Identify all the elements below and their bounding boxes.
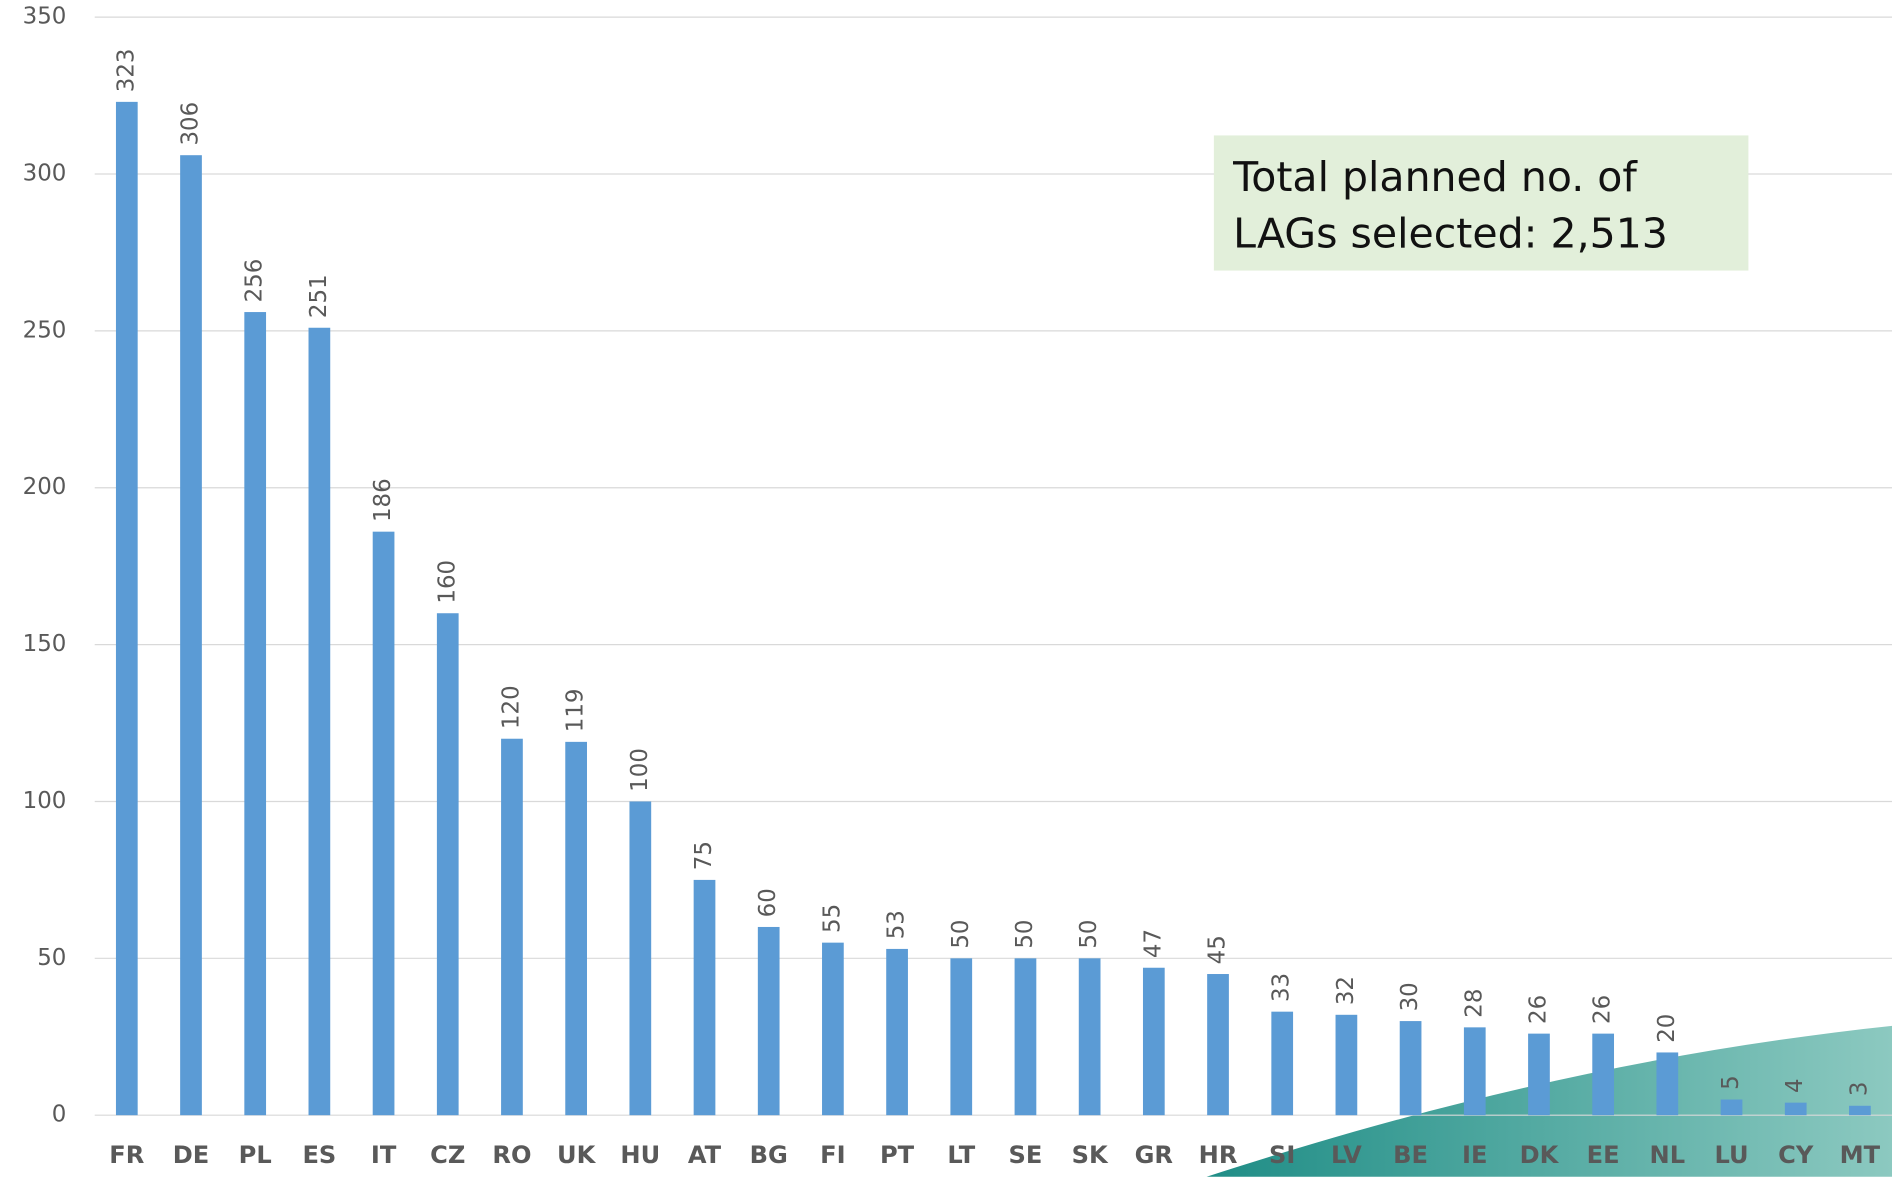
value-label: 45 <box>1205 935 1231 964</box>
bar <box>565 741 587 1116</box>
bar <box>1142 967 1165 1116</box>
x-tick-label: PT <box>880 1141 915 1169</box>
x-tick-label: LT <box>947 1141 975 1169</box>
bar <box>950 958 973 1116</box>
x-tick-label: DK <box>1520 1141 1560 1169</box>
bar <box>1078 958 1101 1116</box>
value-label: 256 <box>242 259 268 303</box>
bar <box>757 926 780 1116</box>
value-label: 160 <box>434 560 460 604</box>
x-tick-label: PL <box>239 1141 272 1169</box>
bar <box>1656 1052 1679 1116</box>
value-label: 5 <box>1718 1075 1744 1090</box>
value-label: 30 <box>1397 982 1423 1011</box>
y-tick-label: 250 <box>23 317 67 343</box>
bar <box>1335 1014 1358 1116</box>
bar <box>115 101 138 1116</box>
x-tick-label: SI <box>1269 1141 1295 1169</box>
value-label: 323 <box>113 48 139 92</box>
value-label: 306 <box>178 102 204 146</box>
x-tick-label: IE <box>1462 1141 1487 1169</box>
bar <box>436 613 459 1116</box>
value-label: 60 <box>755 888 781 917</box>
bar <box>1528 1033 1550 1116</box>
bar <box>1014 958 1037 1116</box>
x-tick-label: BG <box>750 1141 788 1169</box>
value-label: 120 <box>498 685 524 729</box>
plot-area: 050100150200250300350FR323DE306PL256ES25… <box>23 4 1892 1169</box>
y-tick-label: 100 <box>23 788 67 814</box>
value-label: 53 <box>884 910 910 939</box>
x-tick-label: CY <box>1778 1141 1814 1169</box>
bar <box>1592 1033 1615 1116</box>
value-label: 26 <box>1590 995 1616 1024</box>
value-label: 33 <box>1269 973 1295 1002</box>
x-tick-label: SE <box>1009 1141 1043 1169</box>
y-tick-label: 150 <box>23 631 67 657</box>
x-tick-label: AT <box>688 1141 722 1169</box>
value-label: 32 <box>1333 976 1359 1005</box>
x-tick-label: RO <box>492 1141 531 1169</box>
x-tick-label: FI <box>820 1141 845 1169</box>
x-tick-label: LV <box>1331 1141 1362 1169</box>
bar <box>1399 1021 1422 1116</box>
x-tick-label: HU <box>620 1141 660 1169</box>
value-label: 186 <box>370 478 396 522</box>
x-tick-label: CZ <box>430 1141 465 1169</box>
bar <box>308 327 331 1116</box>
bar <box>629 801 652 1116</box>
annotation-box <box>1213 135 1749 271</box>
x-tick-label: UK <box>557 1141 597 1169</box>
value-label: 4 <box>1782 1078 1808 1093</box>
x-tick-label: DE <box>173 1141 210 1169</box>
x-tick-label: MT <box>1840 1141 1881 1169</box>
x-tick-label: SK <box>1072 1141 1109 1169</box>
annotation-line: LAGs selected: 2,513 <box>1233 210 1668 258</box>
bar <box>180 155 202 1116</box>
value-label: 26 <box>1525 995 1551 1024</box>
value-label: 20 <box>1654 1014 1680 1043</box>
annotation-line: Total planned no. of <box>1232 153 1638 201</box>
value-label: 47 <box>1140 929 1166 958</box>
x-tick-label: IT <box>371 1141 397 1169</box>
bar <box>1271 1011 1294 1116</box>
value-label: 3 <box>1846 1082 1872 1097</box>
bar <box>886 948 908 1116</box>
value-label: 28 <box>1461 989 1487 1018</box>
x-tick-label: FR <box>109 1141 144 1169</box>
value-label: 75 <box>691 841 717 870</box>
bar <box>1463 1027 1486 1116</box>
y-tick-label: 300 <box>23 161 67 187</box>
bar <box>693 879 716 1116</box>
value-label: 100 <box>627 748 653 792</box>
bar <box>1207 974 1229 1116</box>
value-label: 50 <box>1076 920 1102 949</box>
x-tick-label: HR <box>1199 1141 1238 1169</box>
bar <box>822 942 844 1116</box>
value-label: 50 <box>1012 920 1038 949</box>
y-tick-label: 0 <box>52 1102 67 1128</box>
value-label: 50 <box>948 920 974 949</box>
bar <box>244 312 267 1116</box>
bar <box>501 738 523 1116</box>
x-tick-label: LU <box>1714 1141 1748 1169</box>
x-tick-label: ES <box>302 1141 336 1169</box>
value-label: 251 <box>306 274 332 318</box>
x-tick-label: NL <box>1650 1141 1686 1169</box>
y-tick-label: 200 <box>23 474 67 500</box>
bar <box>1849 1105 1871 1116</box>
y-tick-label: 350 <box>23 4 67 30</box>
value-label: 55 <box>819 904 845 933</box>
x-tick-label: EE <box>1587 1141 1620 1169</box>
x-tick-label: BE <box>1393 1141 1428 1169</box>
value-label: 119 <box>563 688 589 732</box>
x-tick-label: GR <box>1135 1141 1174 1169</box>
y-tick-label: 50 <box>37 945 66 971</box>
bar <box>372 531 395 1116</box>
bar <box>1720 1099 1743 1116</box>
bar <box>1784 1102 1807 1116</box>
